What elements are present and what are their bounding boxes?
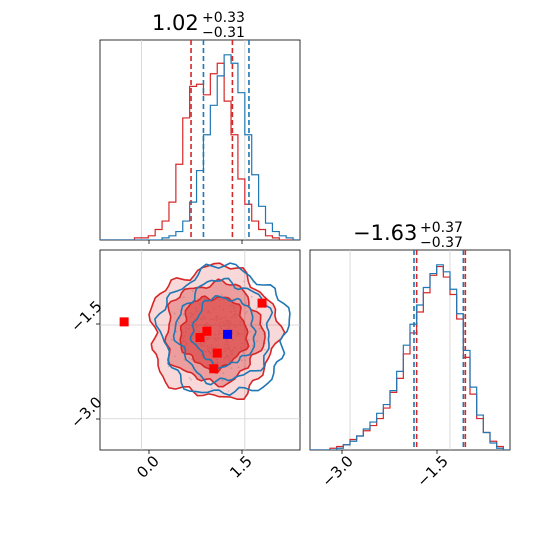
red-marker-2 xyxy=(202,326,212,336)
histogram-step-0 xyxy=(100,62,300,240)
sample-dot xyxy=(251,281,254,284)
sample-dot xyxy=(190,358,193,360)
xtick-label-2: −3.0 xyxy=(318,452,356,490)
xtick-label-1: 1.5 xyxy=(226,452,256,482)
sample-dot xyxy=(173,312,176,315)
param-1-title-minus: −0.31 xyxy=(202,25,245,41)
sample-dot xyxy=(191,290,194,293)
sample-dot xyxy=(244,359,247,362)
histogram-step-1 xyxy=(100,54,300,240)
param-1-title-value: 1.02 xyxy=(152,11,199,35)
sample-dot xyxy=(240,359,243,362)
xtick-label-0: 0.0 xyxy=(133,452,163,482)
sample-dot xyxy=(244,366,247,368)
sample-dot xyxy=(237,366,240,369)
sample-dot xyxy=(243,280,246,283)
sample-dot xyxy=(182,296,185,299)
param-1-title-plus: +0.33 xyxy=(202,10,245,26)
bottom-left-panel-frame xyxy=(99,249,301,451)
blue-contour-0 xyxy=(189,294,257,370)
sample-dot xyxy=(221,379,224,382)
sample-dot xyxy=(247,339,250,342)
sample-dot xyxy=(175,330,178,333)
blue-contour-2 xyxy=(154,262,291,397)
sample-dot xyxy=(182,313,185,316)
blue-contour-1 xyxy=(172,277,274,386)
param-2-title-value: −1.63 xyxy=(353,221,417,245)
sample-dot xyxy=(220,293,223,296)
sample-dot xyxy=(177,321,180,324)
red-marker-3 xyxy=(195,333,205,342)
param-2-histogram xyxy=(310,250,510,450)
sample-dot xyxy=(258,327,261,330)
sample-dot xyxy=(167,365,170,368)
bottom-right-panel-frame xyxy=(309,249,511,451)
sample-dot xyxy=(222,372,225,374)
param-2-title: −1.63 +0.37 −0.37 xyxy=(353,220,463,251)
red-marker-1 xyxy=(257,298,267,308)
bottom-right-xticks: −3.0 −1.5 xyxy=(318,450,452,491)
sample-dot xyxy=(251,344,254,347)
param-1-histogram xyxy=(100,40,300,240)
sample-dot xyxy=(244,312,247,315)
param-1-title: 1.02 +0.33 −0.31 xyxy=(152,10,245,41)
red-marker-0 xyxy=(119,317,129,327)
sample-dot xyxy=(245,302,247,304)
sample-dot xyxy=(255,307,258,310)
sample-dot xyxy=(261,322,263,324)
red-marker-5 xyxy=(209,364,219,374)
red-marker-4 xyxy=(212,348,222,358)
histogram-step-1 xyxy=(310,264,510,450)
sample-dot xyxy=(246,310,248,313)
bottom-left-xticks: 0.0 1.5 xyxy=(133,450,256,482)
top-left-panel-frame xyxy=(99,39,301,241)
sample-dot xyxy=(256,340,259,343)
sample-dot xyxy=(183,358,186,361)
sample-dot xyxy=(188,376,191,379)
sample-dot xyxy=(230,367,233,370)
sample-dot xyxy=(188,357,191,359)
sample-dot xyxy=(170,338,173,341)
sample-dot xyxy=(250,295,253,298)
param-2-title-minus: −0.37 xyxy=(420,235,463,251)
sample-dot xyxy=(190,378,193,381)
blue-marker-0 xyxy=(223,329,233,339)
joint-scatter xyxy=(100,250,300,450)
top-left-xticks xyxy=(148,240,243,244)
sample-dot xyxy=(227,389,230,392)
sample-dot xyxy=(249,330,252,333)
sample-dot xyxy=(210,387,213,390)
param-2-title-plus: +0.37 xyxy=(420,220,463,236)
histogram-step-0 xyxy=(310,265,510,450)
xtick-label-3: −1.5 xyxy=(413,452,451,490)
sample-dot xyxy=(242,351,245,354)
sample-dot xyxy=(183,305,186,308)
sample-dot xyxy=(264,348,266,351)
sample-dot xyxy=(174,355,176,358)
